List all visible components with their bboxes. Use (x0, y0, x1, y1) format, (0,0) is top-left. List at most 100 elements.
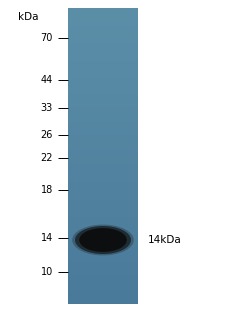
Bar (68, 241, 138, 244)
Bar (68, 251, 138, 254)
Bar (68, 132, 138, 134)
Bar (68, 238, 138, 241)
Bar (68, 77, 138, 80)
Bar (68, 72, 138, 74)
Bar (68, 39, 138, 41)
Bar (68, 88, 138, 90)
Bar (68, 293, 138, 295)
Bar (68, 79, 138, 81)
Bar (68, 154, 138, 156)
Bar (68, 70, 138, 72)
Bar (68, 133, 138, 136)
Bar (68, 96, 138, 99)
Bar (68, 206, 138, 208)
Text: 70: 70 (41, 33, 53, 43)
Bar (68, 139, 138, 142)
Bar (68, 40, 138, 43)
Bar (68, 213, 138, 216)
Bar (68, 102, 138, 105)
Bar (68, 200, 138, 202)
Bar (68, 250, 138, 252)
Bar (68, 101, 138, 103)
Bar (68, 45, 138, 47)
Bar (68, 235, 138, 238)
Bar (68, 44, 138, 46)
Bar (68, 160, 138, 162)
Bar (68, 58, 138, 61)
Bar (68, 169, 138, 171)
Bar (68, 92, 138, 95)
Bar (68, 254, 138, 257)
Text: 10: 10 (41, 267, 53, 277)
Bar (68, 124, 138, 127)
Bar (68, 166, 138, 168)
Bar (68, 176, 138, 179)
Bar (68, 151, 138, 154)
Bar (68, 17, 138, 19)
Bar (68, 46, 138, 49)
Bar (68, 170, 138, 173)
Bar (68, 108, 138, 111)
Bar (68, 178, 138, 180)
Bar (68, 243, 138, 245)
Bar (68, 272, 138, 275)
Bar (68, 253, 138, 255)
Bar (68, 201, 138, 204)
Bar (68, 110, 138, 112)
Bar (68, 262, 138, 264)
Bar (68, 234, 138, 236)
Bar (68, 49, 138, 52)
Bar (68, 232, 138, 235)
Bar (68, 278, 138, 281)
Bar (68, 118, 138, 121)
Bar (68, 207, 138, 210)
Bar (68, 167, 138, 170)
Bar (68, 91, 138, 93)
Bar (68, 138, 138, 140)
Bar (68, 300, 138, 303)
Bar (68, 35, 138, 37)
Bar (68, 158, 138, 161)
Bar (68, 175, 138, 177)
Bar (68, 24, 138, 27)
Bar (68, 225, 138, 227)
Bar (68, 288, 138, 291)
Bar (68, 89, 138, 92)
Bar (68, 114, 138, 117)
Bar (68, 215, 138, 217)
Bar (68, 82, 138, 84)
Ellipse shape (79, 228, 127, 252)
Text: kDa: kDa (18, 12, 39, 22)
Bar (68, 203, 138, 205)
Bar (68, 54, 138, 56)
Bar (68, 61, 138, 63)
Bar (68, 8, 138, 303)
Bar (68, 126, 138, 128)
Bar (68, 210, 138, 212)
Bar (68, 15, 138, 18)
Bar (68, 129, 138, 132)
Text: 26: 26 (41, 130, 53, 140)
Bar (68, 95, 138, 98)
Bar (68, 182, 138, 184)
Bar (68, 189, 138, 192)
Bar (68, 100, 138, 102)
Bar (68, 173, 138, 176)
Bar (68, 193, 138, 195)
Bar (68, 94, 138, 96)
Bar (68, 276, 138, 279)
Bar (68, 27, 138, 30)
Bar (68, 150, 138, 152)
Bar (68, 217, 138, 220)
Bar (68, 55, 138, 58)
Bar (68, 104, 138, 106)
Bar (68, 220, 138, 223)
Bar (68, 98, 138, 100)
Bar (68, 209, 138, 211)
Bar (68, 269, 138, 272)
Bar (68, 83, 138, 86)
Bar (68, 148, 138, 151)
Bar (68, 179, 138, 182)
Bar (68, 20, 138, 22)
Bar (68, 266, 138, 269)
